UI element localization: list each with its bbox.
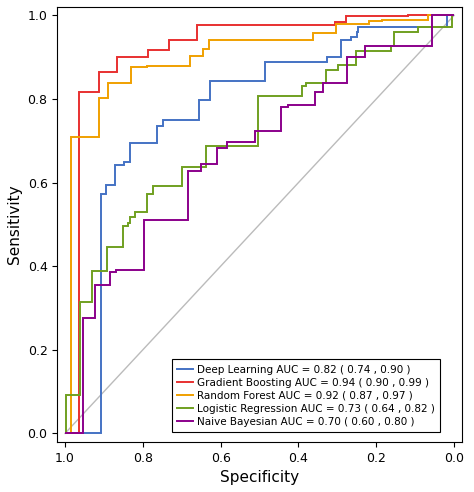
- Y-axis label: Sensitivity: Sensitivity: [7, 184, 22, 264]
- X-axis label: Specificity: Specificity: [220, 470, 299, 485]
- Legend: Deep Learning AUC = 0.82 ( 0.74 , 0.90 ), Gradient Boosting AUC = 0.94 ( 0.90 , : Deep Learning AUC = 0.82 ( 0.74 , 0.90 )…: [172, 359, 440, 432]
